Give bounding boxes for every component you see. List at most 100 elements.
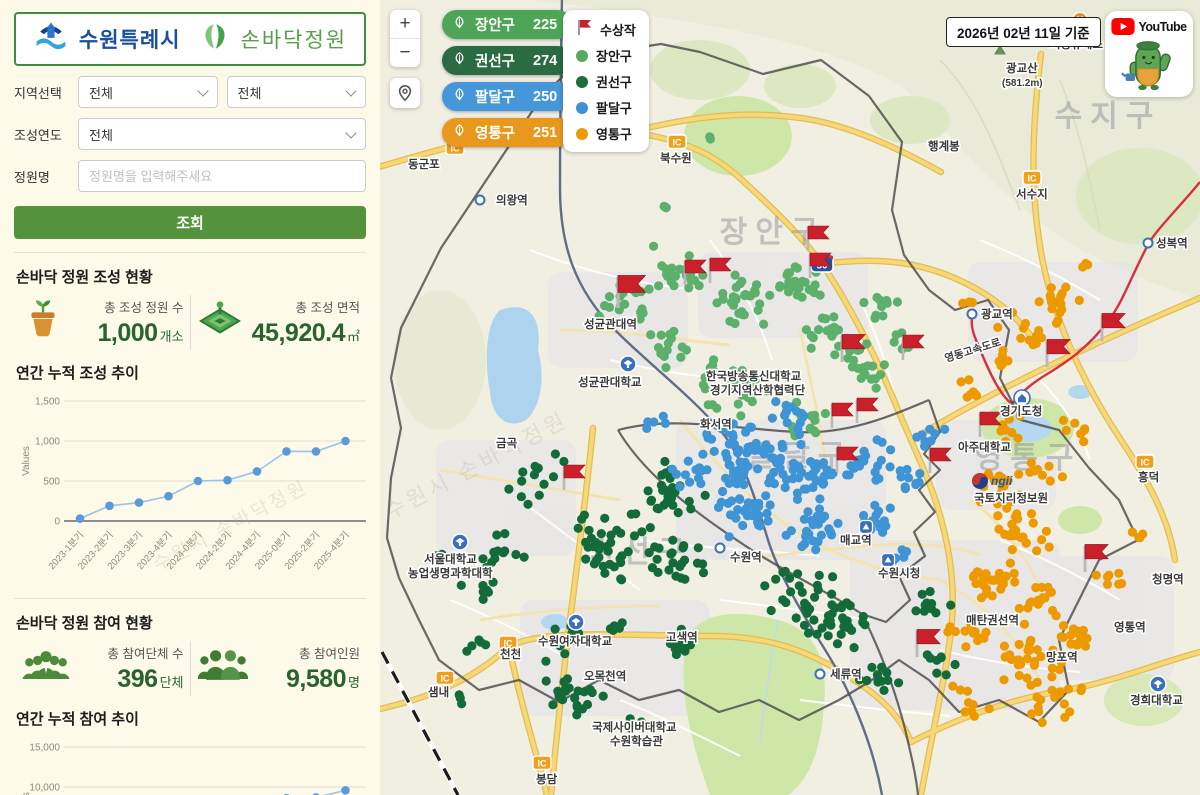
garden-dot-paldal <box>718 486 728 497</box>
garden-dot-gwonseon <box>817 623 827 633</box>
garden-dot-jangan <box>670 271 680 281</box>
garden-dot-paldal <box>940 424 950 434</box>
garden-dot-jangan <box>728 366 738 376</box>
garden-dot-gwonseon <box>826 620 836 630</box>
award-flag[interactable] <box>562 464 586 490</box>
garden-dot-paldal <box>792 494 803 504</box>
garden-dot-gwonseon <box>786 587 796 597</box>
year-select[interactable]: 전체 <box>78 118 366 150</box>
garden-dots-layer[interactable] <box>431 132 1148 733</box>
district-pill-1[interactable]: 장안구 225 <box>442 10 573 39</box>
locate-button[interactable] <box>390 78 420 108</box>
garden-dot-gwonseon <box>670 637 680 647</box>
award-flag[interactable] <box>808 252 832 278</box>
garden-dot-paldal <box>729 467 739 477</box>
award-flag[interactable] <box>1083 544 1109 573</box>
garden-dot-gwonseon <box>539 479 549 489</box>
garden-dot-paldal <box>763 516 773 526</box>
garden-dot-paldal <box>926 436 936 446</box>
garden-dot-yeongtong <box>1022 673 1032 683</box>
garden-dot-gwonseon <box>530 461 540 471</box>
pill-district-name: 영통구 <box>475 126 516 142</box>
award-flag[interactable] <box>616 275 647 309</box>
region-select-2[interactable]: 전체 <box>226 76 366 108</box>
garden-dot-gwonseon <box>625 714 635 724</box>
garden-dot-gwonseon <box>572 700 582 711</box>
garden-dot-gwonseon <box>799 620 810 630</box>
district-pill-3[interactable]: 팔달구 250 <box>442 82 573 111</box>
garden-dot-yeongtong <box>1003 476 1013 486</box>
garden-dot-jangan <box>736 411 746 421</box>
garden-dot-gwonseon <box>637 527 647 537</box>
garden-dot-gwonseon <box>785 573 795 583</box>
reference-date-badge: 2026년 02년 11일 기준 <box>946 17 1101 47</box>
search-button[interactable]: 조회 <box>14 206 366 239</box>
garden-name-input[interactable] <box>78 160 366 192</box>
garden-dot-yeongtong <box>1019 619 1030 629</box>
garden-dot-yeongtong <box>1045 476 1055 486</box>
region-filter-row: 지역선택 전체 전체 <box>14 76 366 108</box>
map-label: 화서역 <box>700 417 732 431</box>
award-flag[interactable] <box>683 259 707 285</box>
garden-dot-jangan <box>775 281 785 291</box>
legend-dot-icon <box>576 101 588 114</box>
palm-garden-logo-icon <box>199 21 231 58</box>
award-flag[interactable] <box>806 225 830 251</box>
map-label: 오목천역 <box>584 669 626 683</box>
award-flag[interactable] <box>830 402 854 428</box>
garden-dot-paldal <box>725 510 736 520</box>
garden-dot-gwonseon <box>862 675 872 686</box>
map-label: 매탄권선역 <box>966 613 1019 627</box>
garden-dot-yeongtong <box>1036 651 1046 662</box>
garden-dot-jangan <box>746 390 756 400</box>
garden-dot-paldal <box>728 419 738 429</box>
garden-dot-paldal <box>716 497 726 507</box>
award-flag[interactable] <box>1045 339 1071 368</box>
map-label: 수원시청 <box>878 566 920 580</box>
award-flag[interactable] <box>928 447 952 473</box>
garden-dot-yeongtong <box>1076 686 1086 696</box>
district-pill-4[interactable]: 영통구 251 <box>442 118 573 147</box>
creation-chart: 0 500 1,000 1,500 Values 2023-1분기 2023-2분기 2023… <box>14 391 372 594</box>
garden-dot-yeongtong <box>1034 326 1044 336</box>
map-label: 의왕역 <box>496 193 528 207</box>
award-flag[interactable] <box>978 411 1002 437</box>
garden-dot-paldal <box>915 469 925 479</box>
year-filter-row: 조성연도 전체 <box>14 118 366 150</box>
garden-dot-gwonseon <box>598 691 608 701</box>
city-title: 수원특례시 <box>78 29 181 52</box>
zoom-in-button[interactable]: + <box>390 10 420 39</box>
zoom-out-button[interactable]: − <box>399 42 411 63</box>
garden-dot-yeongtong <box>1060 712 1070 723</box>
award-flag[interactable] <box>1100 313 1126 342</box>
garden-dot-jangan <box>663 271 673 281</box>
garden-dot-gwonseon <box>836 629 846 639</box>
garden-dot-paldal <box>658 411 668 421</box>
award-flag[interactable] <box>840 334 866 363</box>
award-flags-layer[interactable] <box>562 225 1126 658</box>
award-flag[interactable] <box>835 446 859 472</box>
garden-dot-yeongtong <box>1030 466 1040 476</box>
garden-dot-gwonseon <box>668 535 678 545</box>
youtube-link-box[interactable]: YouTube <box>1105 11 1193 97</box>
garden-dot-gwonseon <box>504 484 514 494</box>
mtn-map-icon <box>994 44 1006 55</box>
award-flag[interactable] <box>855 397 879 423</box>
garden-dot-gwonseon <box>778 595 788 605</box>
stat-value: 396 <box>117 665 158 693</box>
region-select-1[interactable]: 전체 <box>78 76 218 108</box>
garden-dot-yeongtong <box>1005 558 1016 568</box>
award-flag[interactable] <box>708 257 732 283</box>
district-pill-2[interactable]: 권선구 274 <box>442 46 573 75</box>
svg-text:10,000: 10,000 <box>29 783 60 794</box>
garden-dot-paldal <box>780 482 790 493</box>
award-flag[interactable] <box>915 629 941 658</box>
stat-total-people: 총 참여인원 9,580 명 <box>189 641 367 696</box>
garden-dot-gwonseon <box>600 513 610 523</box>
award-flag[interactable] <box>901 334 925 360</box>
garden-dot-paldal <box>920 441 930 451</box>
garden-dot-gwonseon <box>519 552 529 562</box>
garden-dot-paldal <box>780 410 790 420</box>
